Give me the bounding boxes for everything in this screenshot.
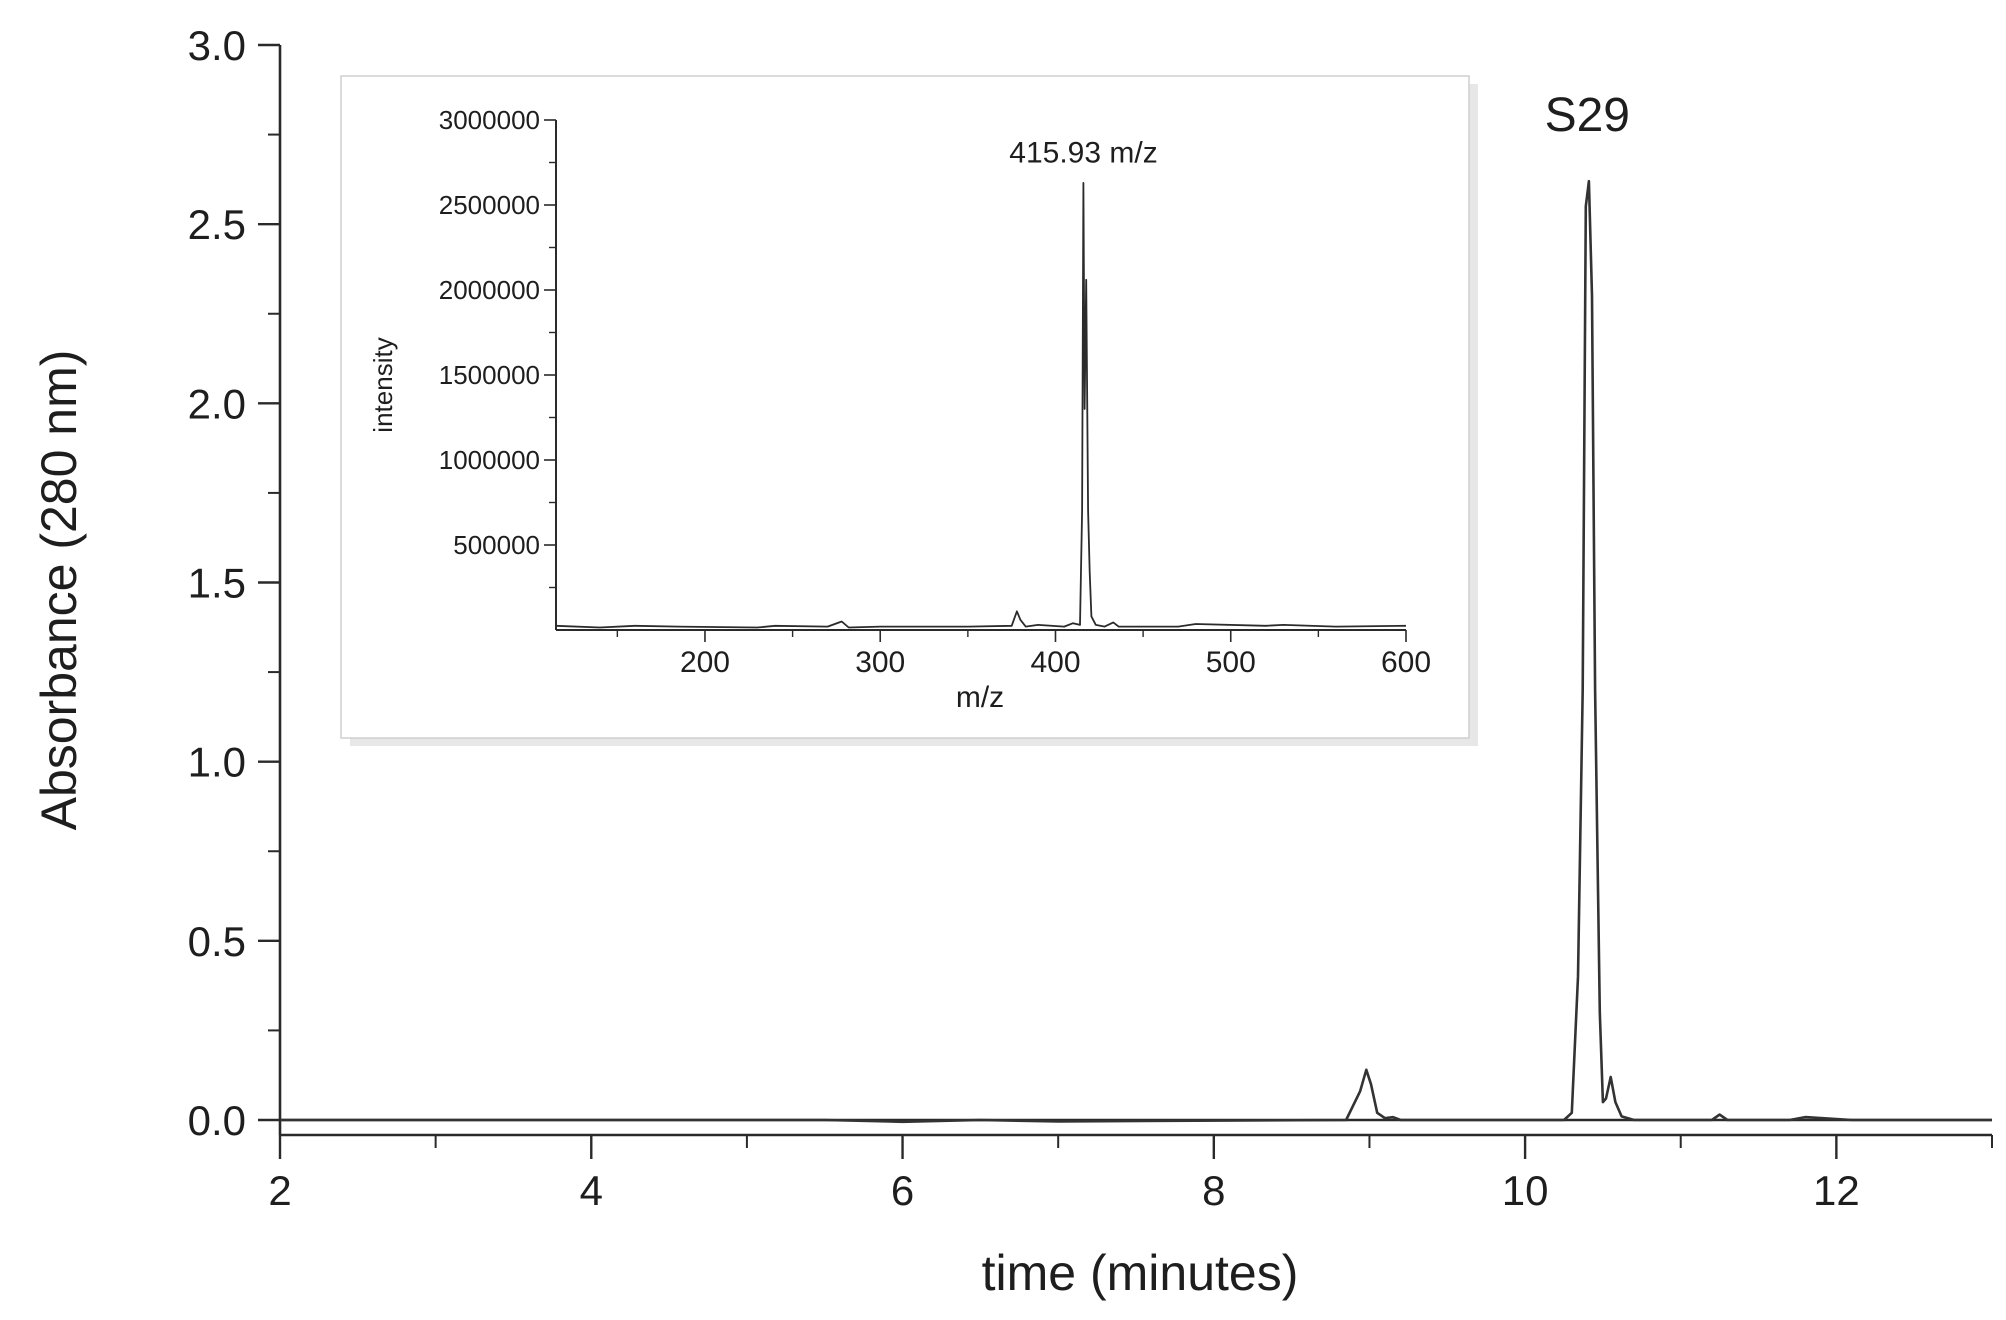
inset-y-tick-label: 3000000 [439, 105, 540, 135]
x-tick-label: 8 [1202, 1167, 1225, 1214]
y-tick-label: 2.5 [188, 201, 246, 248]
y-axis-label: Absorbance (280 nm) [31, 350, 87, 831]
inset-mass-spectrum: 500000 1000000 1500000 2000000 2500000 300000… [340, 75, 1478, 746]
inset-frame [340, 75, 1470, 739]
peak-label-s29: S29 [1545, 89, 1630, 142]
inset-x-tick-label: 600 [1381, 646, 1431, 679]
y-tick-label: 1.0 [188, 739, 246, 786]
y-tick-label: 0.0 [188, 1097, 246, 1144]
inset-x-tick-label: 300 [855, 646, 905, 679]
inset-x-tick-label: 400 [1030, 646, 1080, 679]
y-tick-label: 2.0 [188, 380, 246, 427]
x-tick-label: 6 [891, 1167, 914, 1214]
main-plot: 0.0 0.5 1.0 1.5 2.0 2.5 3.0 2 4 6 8 10 12 S29 time (… [31, 22, 1993, 1301]
mass-spectrum-trace [555, 182, 1407, 629]
inset-y-tick-label: 1500000 [439, 360, 540, 390]
y-tick-label: 1.5 [188, 560, 246, 607]
x-tick-label: 10 [1502, 1167, 1549, 1214]
inset-y-tick-label: 2000000 [439, 275, 540, 305]
y-tick-label: 3.0 [188, 22, 246, 69]
x-tick-label: 12 [1813, 1167, 1860, 1214]
inset-y-axis-label: intensity [368, 337, 398, 432]
inset-x-axis-label: m/z [956, 681, 1004, 714]
inset-x-tick-label: 200 [680, 646, 730, 679]
chromatogram-trace [280, 179, 1992, 1124]
inset-y-tick-label: 2500000 [439, 190, 540, 220]
inset-y-tick-label: 500000 [453, 530, 540, 560]
x-tick-label: 2 [268, 1167, 291, 1214]
inset-x-tick-label: 500 [1206, 646, 1256, 679]
x-tick-label: 4 [580, 1167, 603, 1214]
x-axis-label: time (minutes) [982, 1245, 1299, 1301]
main-ticks: 0.0 0.5 1.0 1.5 2.0 2.5 3.0 2 4 6 8 10 12 [188, 22, 1993, 1214]
inset-y-tick-label: 1000000 [439, 445, 540, 475]
peak-label-mz: 415.93 m/z [1009, 137, 1157, 170]
y-tick-label: 0.5 [188, 918, 246, 965]
inset-ticks: 500000 1000000 1500000 2000000 2500000 300000… [439, 105, 1431, 679]
